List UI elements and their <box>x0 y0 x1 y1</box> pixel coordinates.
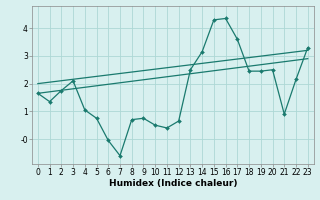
X-axis label: Humidex (Indice chaleur): Humidex (Indice chaleur) <box>108 179 237 188</box>
